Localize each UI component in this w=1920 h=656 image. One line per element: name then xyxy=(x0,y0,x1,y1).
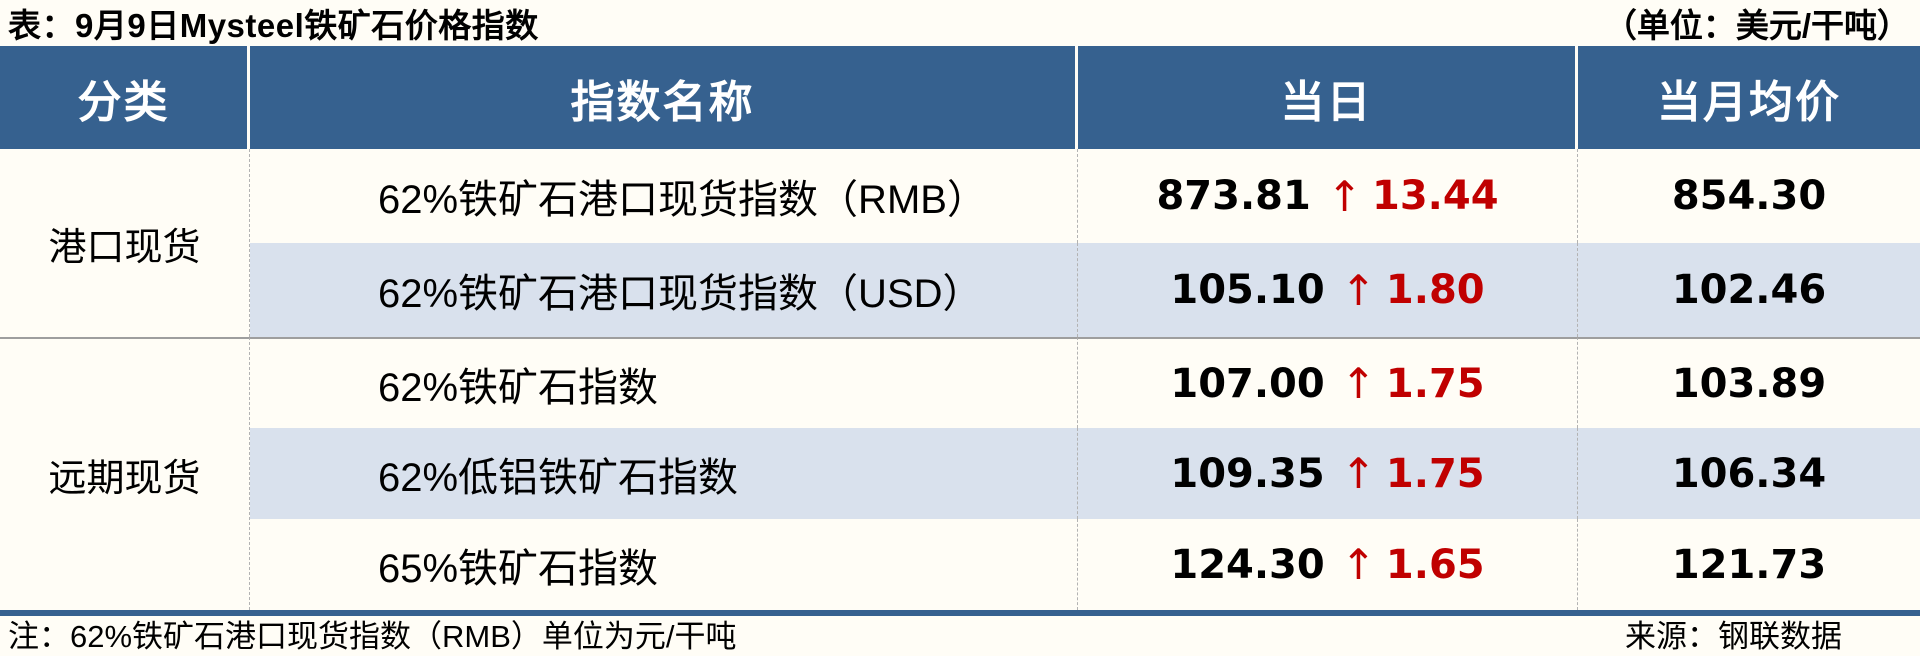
up-arrow-icon: ↑ xyxy=(1340,540,1376,589)
index-name-cell: 62%铁矿石指数 xyxy=(250,337,1078,428)
column-header-index-name: 指数名称 xyxy=(250,46,1078,149)
unit-note: （单位：美元/干吨） xyxy=(1603,7,1910,44)
daily-value-cell: 124.30 ↑ 1.65 xyxy=(1078,519,1578,610)
daily-value-cell: 107.00 ↑ 1.75 xyxy=(1078,337,1578,428)
daily-value-cell: 873.81 ↑ 13.44 xyxy=(1078,149,1578,243)
index-name-cell: 65%铁矿石指数 xyxy=(250,519,1078,610)
table-bottom-border xyxy=(0,610,1920,616)
monthly-avg-cell: 121.73 xyxy=(1671,541,1827,588)
daily-value: 107.00 xyxy=(1170,360,1325,407)
up-arrow-icon: ↑ xyxy=(1340,449,1376,498)
column-header-monthly-avg: 当月均价 xyxy=(1578,46,1920,149)
daily-change: 1.65 xyxy=(1385,541,1485,588)
category-cell-forward-spot: 远期现货 xyxy=(0,337,250,610)
index-name-cell: 62%铁矿石港口现货指数（RMB） xyxy=(250,149,1078,243)
data-source: 来源：钢联数据 xyxy=(1625,619,1842,654)
daily-change: 1.75 xyxy=(1385,360,1485,407)
daily-value: 109.35 xyxy=(1170,450,1325,497)
daily-value: 124.30 xyxy=(1170,541,1325,588)
daily-value-cell: 105.10 ↑ 1.80 xyxy=(1078,243,1578,337)
column-header-daily: 当日 xyxy=(1078,46,1578,149)
daily-change: 1.80 xyxy=(1385,267,1485,313)
daily-change: 13.44 xyxy=(1372,173,1499,219)
up-arrow-icon: ↑ xyxy=(1326,171,1363,221)
monthly-avg-cell: 103.89 xyxy=(1578,337,1920,428)
column-header-category: 分类 xyxy=(0,46,250,149)
monthly-avg-cell: 854.30 xyxy=(1671,173,1827,219)
index-name-cell: 62%低铝铁矿石指数 xyxy=(250,428,1078,519)
daily-change: 1.75 xyxy=(1385,450,1485,497)
up-arrow-icon: ↑ xyxy=(1340,265,1376,315)
daily-value-cell: 109.35 ↑ 1.75 xyxy=(1078,428,1578,519)
title-bar: 表：9月9日Mysteel铁矿石价格指数 （单位：美元/干吨） xyxy=(0,0,1920,46)
category-cell-port-spot: 港口现货 xyxy=(0,149,250,337)
index-name-cell: 62%铁矿石港口现货指数（USD） xyxy=(250,243,1078,337)
table-title: 表：9月9日Mysteel铁矿石价格指数 xyxy=(8,7,539,44)
monthly-avg-cell: 102.46 xyxy=(1578,243,1920,337)
footer-bar: 注：62%铁矿石港口现货指数（RMB）单位为元/干吨 来源：钢联数据 xyxy=(0,616,1920,654)
up-arrow-icon: ↑ xyxy=(1340,359,1376,408)
daily-value: 873.81 xyxy=(1156,173,1311,219)
daily-value: 105.10 xyxy=(1170,267,1325,313)
footnote: 注：62%铁矿石港口现货指数（RMB）单位为元/干吨 xyxy=(8,619,737,654)
price-index-table: 分类 指数名称 当日 当月均价 港口现货 远期现货 62%铁矿石港口现货指数（R… xyxy=(0,46,1920,610)
monthly-avg-cell: 106.34 xyxy=(1578,428,1920,519)
